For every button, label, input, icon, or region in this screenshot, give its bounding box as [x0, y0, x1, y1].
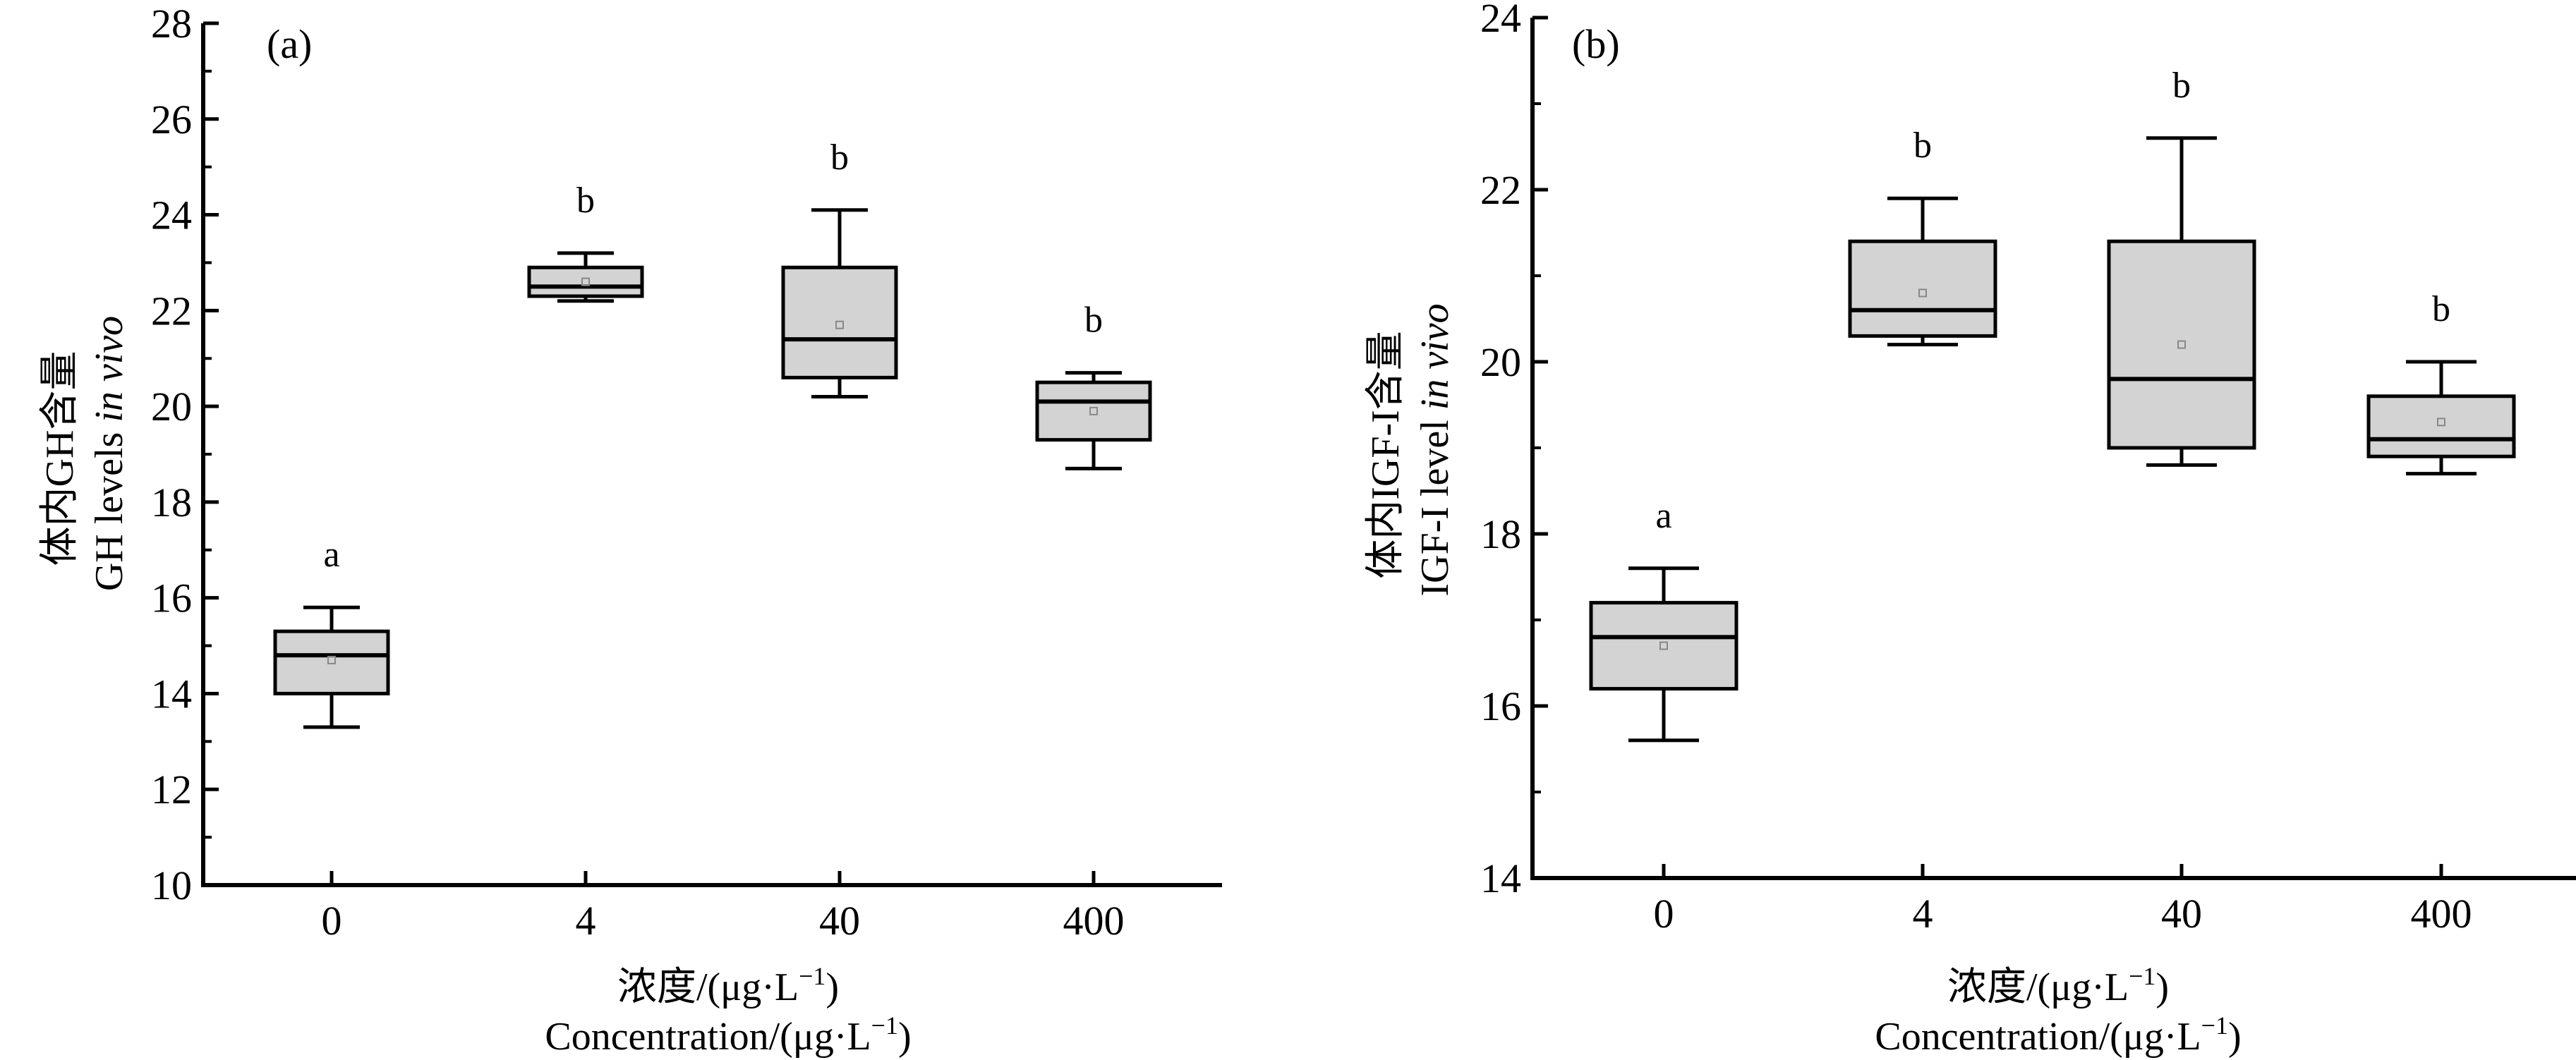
y-tick-label: 16 [151, 575, 192, 621]
x-axis-title-en-text: Concentration/(μg·L [1875, 1015, 2201, 1059]
x-axis-title-cn-text: 浓度/(μg·L [1947, 965, 2129, 1009]
y-tick-label: 12 [151, 767, 192, 812]
y-axis-title-en: IGF-I level in vivo [1413, 303, 1457, 596]
mean-marker [835, 320, 844, 329]
y-tick-label: 24 [1480, 0, 1521, 41]
x-axis-title-cn-sup: −1 [799, 962, 826, 990]
x-tick-label: 4 [1913, 891, 1933, 937]
panel-label: (b) [1572, 21, 1620, 67]
box-iqr [1848, 239, 1997, 338]
y-axis-title-cn: 体内GH含量 [38, 351, 82, 566]
x-axis-title-en-sup: −1 [2201, 1011, 2228, 1040]
mean-marker [327, 655, 336, 664]
y-tick-label: 26 [151, 97, 192, 142]
y-tick-label: 22 [1480, 167, 1521, 213]
x-axis-title-cn: 浓度/(μg·L−1) [617, 962, 839, 1009]
box-iqr [1035, 380, 1152, 442]
y-tick-label: 18 [151, 480, 192, 525]
box-40: b [2107, 66, 2256, 467]
x-axis-title-en-close: ) [898, 1015, 912, 1059]
y-axis-title-en-italic: in vivo [87, 316, 131, 422]
panel-label: (a) [267, 21, 312, 67]
x-tick-label: 4 [576, 898, 596, 944]
mean-marker [2437, 418, 2445, 427]
significance-letter: b [830, 138, 849, 178]
box-4: b [1848, 126, 1997, 347]
x-axis-title-en: Concentration/(μg·L−1) [545, 1011, 911, 1059]
x-axis-title-en-close: ) [2228, 1015, 2242, 1059]
y-axis-title: 体内GH含量 GH levels in vivo [38, 316, 131, 591]
x-axis-title-en-sup: −1 [871, 1011, 898, 1040]
x-axis-title-cn-text: 浓度/(μg·L [617, 965, 799, 1009]
y-tick-label: 16 [1480, 683, 1521, 729]
x-axis-title-en: Concentration/(μg·L−1) [1875, 1011, 2241, 1059]
x-axis-title-cn-close: ) [2155, 965, 2169, 1009]
significance-letter: b [576, 181, 595, 221]
x-axis-title-en-text: Concentration/(μg·L [545, 1015, 871, 1059]
y-tick-label: 24 [151, 193, 192, 238]
x-tick-label: 40 [819, 898, 860, 944]
mean-marker [581, 277, 590, 286]
y-axis-title-cn: 体内IGF-I含量 [1364, 331, 1408, 579]
y-tick-label: 20 [151, 384, 192, 430]
y-tick-label: 20 [1480, 339, 1521, 385]
y-tick-label: 10 [151, 863, 192, 908]
box-400: b [1035, 300, 1152, 470]
box-iqr [273, 629, 390, 695]
chart-panel-b: (b) 体内IGF-I含量 IGF-I level in vivo 浓度/(μg… [1364, 0, 2576, 1059]
y-axis-title-en: GH levels in vivo [87, 316, 131, 591]
y-axis-title: 体内IGF-I含量 IGF-I level in vivo [1364, 303, 1457, 596]
chart-panel-a: (a) 体内GH含量 GH levels in vivo 浓度/(μg·L−1)… [38, 1, 1222, 1059]
box-iqr [2366, 394, 2516, 458]
significance-letter: b [1913, 126, 1932, 166]
x-tick-label: 400 [1063, 898, 1125, 944]
x-tick-label: 0 [322, 898, 342, 944]
significance-letter: a [1655, 496, 1671, 536]
y-tick-label: 22 [151, 288, 192, 334]
x-axis-title-cn-sup: −1 [2129, 962, 2155, 990]
mean-marker [1659, 641, 1668, 650]
box-iqr [1589, 601, 1739, 691]
box-iqr [781, 265, 898, 379]
x-tick-label: 40 [2161, 891, 2202, 937]
x-tick-label: 400 [2411, 891, 2472, 937]
box-iqr [2107, 239, 2256, 450]
y-tick-label: 28 [151, 1, 192, 47]
significance-letter: b [1084, 300, 1103, 341]
box-4: b [527, 181, 644, 303]
box-400: b [2366, 289, 2516, 476]
mean-marker [1918, 288, 1927, 298]
x-tick-label: 0 [1654, 891, 1674, 937]
box-iqr [527, 265, 644, 298]
mean-marker [2177, 340, 2186, 349]
significance-letter: b [2432, 289, 2450, 329]
x-axis-title-cn: 浓度/(μg·L−1) [1947, 962, 2169, 1009]
x-axis-title-cn-close: ) [826, 965, 839, 1009]
significance-letter: a [323, 535, 339, 575]
box-40: b [781, 138, 898, 399]
box-0: a [1589, 496, 1739, 743]
y-tick-label: 18 [1480, 511, 1521, 557]
y-axis-title-en-italic: in vivo [1413, 303, 1457, 410]
y-tick-label: 14 [151, 671, 192, 717]
mean-marker [1089, 406, 1098, 415]
y-tick-label: 14 [1480, 855, 1521, 901]
significance-letter: b [2172, 66, 2191, 106]
box-0: a [273, 535, 390, 729]
y-axis-title-en-text: IGF-I level [1413, 410, 1457, 596]
y-axis-title-en-text: GH levels [87, 422, 131, 592]
